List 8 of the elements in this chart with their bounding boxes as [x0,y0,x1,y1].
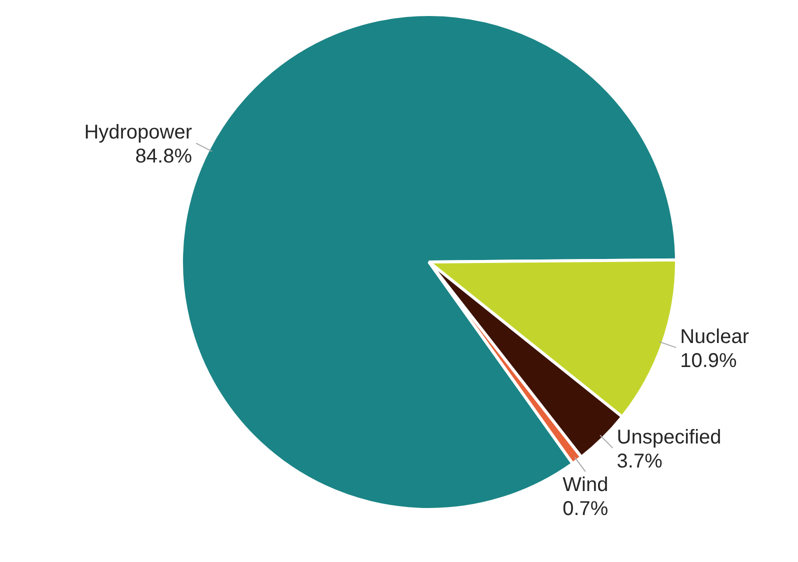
slice-label: Hydropower [84,122,192,144]
slice-label: Unspecified [616,426,722,449]
slice-label: Nuclear [680,326,750,348]
data-label: 10.9% [680,350,738,372]
data-label: 84.8% [135,146,192,168]
data-label: 3.7% [616,450,663,473]
slice-label: Wind [562,474,608,496]
data-label: 0.7% [562,498,608,520]
